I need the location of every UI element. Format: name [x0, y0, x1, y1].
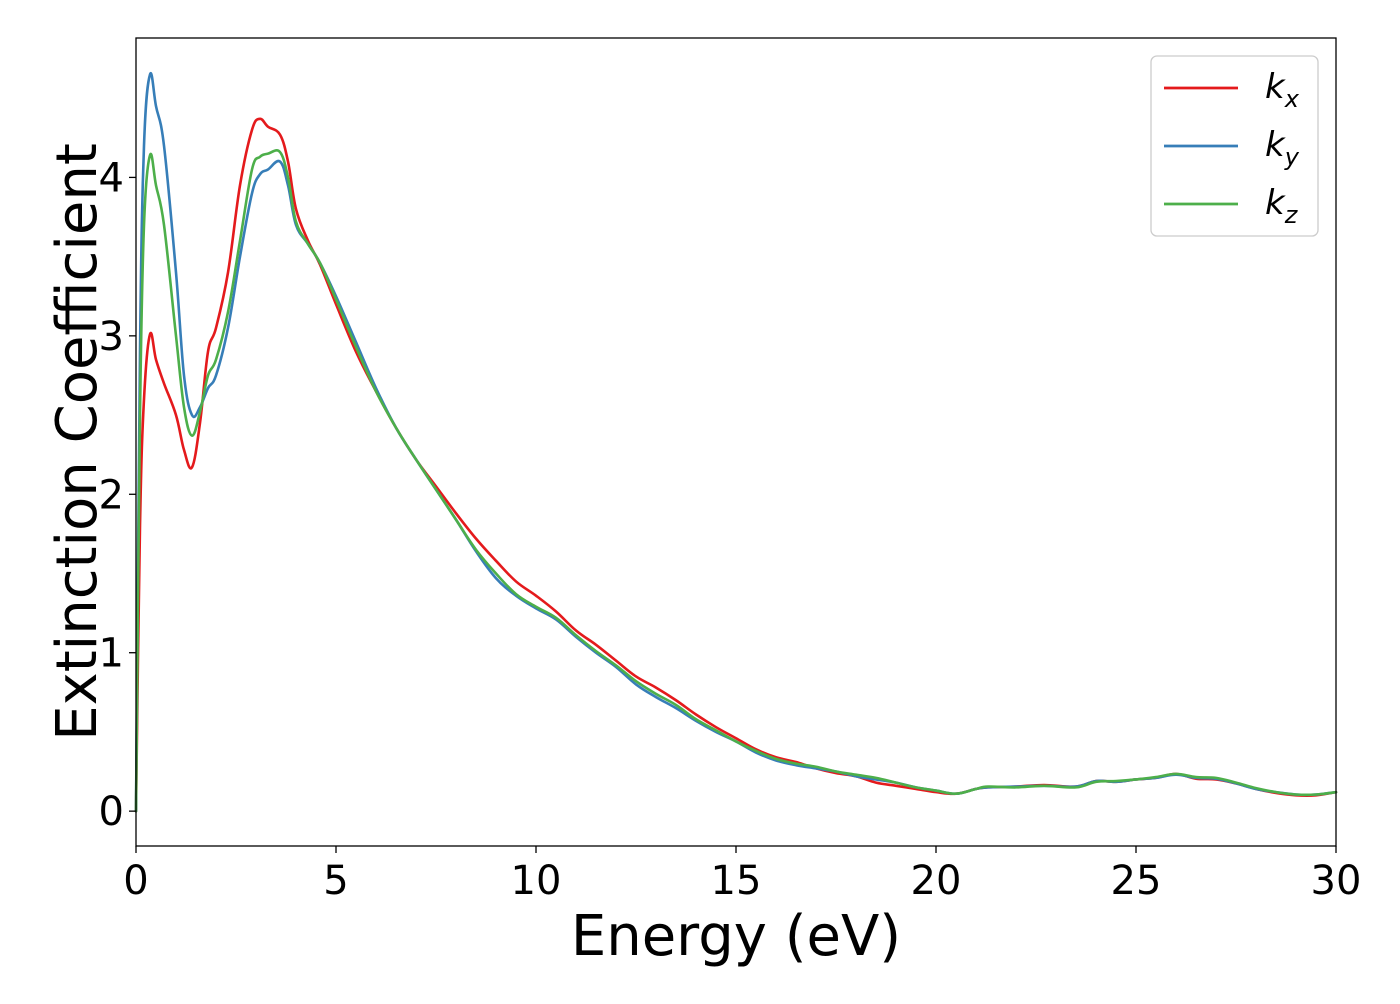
y-tick-label: 4 [99, 155, 124, 201]
x-axis-label: Energy (eV) [571, 904, 901, 969]
y-tick-label: 1 [99, 631, 124, 677]
x-tick-label: 15 [711, 858, 762, 904]
x-axis-ticks: 0 5 10 15 20 25 30 [123, 846, 1361, 904]
x-tick-label: 30 [1311, 858, 1362, 904]
x-tick-label: 25 [1111, 858, 1162, 904]
y-tick-label: 0 [99, 789, 124, 835]
series-layer [134, 71, 1338, 813]
series-line-kz [134, 149, 1338, 813]
y-axis-ticks: 0 1 2 3 4 [99, 155, 136, 835]
x-tick-label: 10 [511, 858, 562, 904]
x-tick-label: 5 [323, 858, 348, 904]
x-tick-label: 20 [911, 858, 962, 904]
y-tick-label: 2 [99, 472, 124, 518]
x-tick-label: 0 [123, 858, 148, 904]
legend-label-kx: kx [1265, 67, 1300, 113]
legend-label-ky: ky [1265, 125, 1300, 171]
y-axis-label: Extinction Coefficient [45, 143, 110, 741]
y-tick-label: 3 [99, 314, 124, 360]
